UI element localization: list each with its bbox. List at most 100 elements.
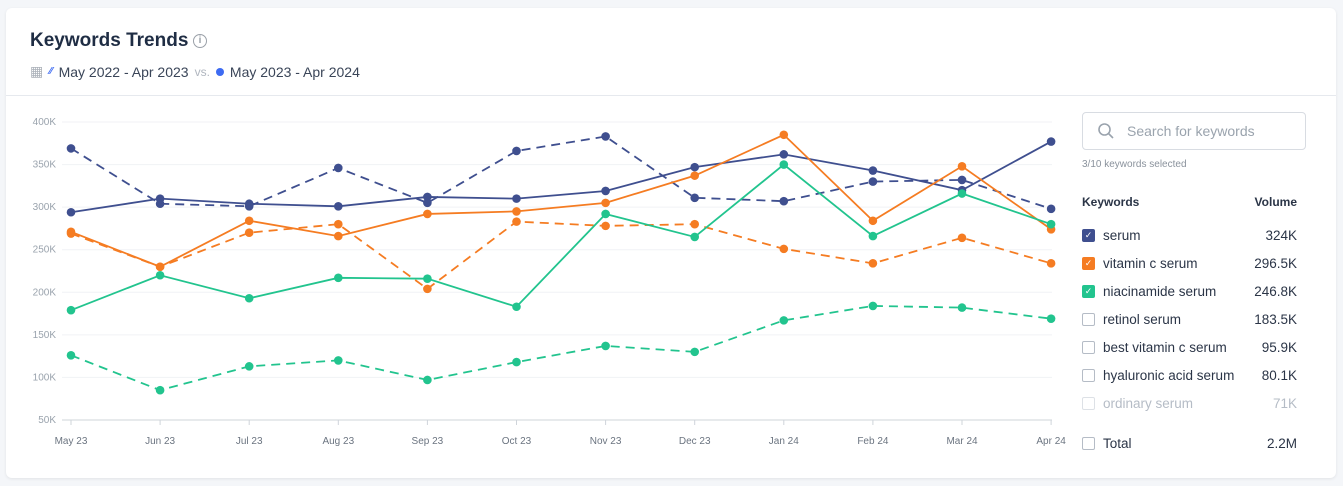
data-point[interactable] [868, 301, 878, 311]
x-tick-label: Dec 23 [679, 436, 711, 447]
checkbox[interactable]: ✓ [1082, 285, 1095, 298]
data-point[interactable] [868, 166, 878, 175]
keyword-label: retinol serum [1103, 312, 1182, 327]
checkbox[interactable]: ✓ [1082, 257, 1095, 270]
data-point[interactable] [868, 177, 878, 186]
data-point[interactable] [690, 347, 699, 357]
keyword-row[interactable]: ✓ serum 324K [1082, 228, 1297, 243]
data-point[interactable] [512, 302, 521, 312]
data-point[interactable] [1046, 137, 1056, 146]
data-point[interactable] [423, 375, 432, 385]
data-point[interactable] [957, 161, 967, 171]
data-point[interactable] [244, 362, 254, 371]
data-point[interactable] [1046, 259, 1056, 268]
data-point[interactable] [512, 357, 521, 367]
data-point[interactable] [601, 198, 610, 208]
data-point[interactable] [690, 193, 699, 203]
data-point[interactable] [601, 186, 610, 196]
keyword-label: ordinary serum [1103, 396, 1194, 411]
data-point[interactable] [1046, 219, 1056, 229]
keyword-row[interactable]: ✓ niacinamide serum 246.8K [1082, 284, 1297, 299]
data-point[interactable] [690, 162, 699, 172]
data-point[interactable] [155, 385, 165, 395]
data-point[interactable] [66, 350, 76, 360]
data-point[interactable] [690, 171, 699, 180]
data-point[interactable] [957, 303, 967, 312]
data-point[interactable] [66, 305, 76, 315]
checkbox[interactable] [1082, 313, 1095, 326]
keyword-search[interactable] [1082, 112, 1306, 150]
data-point[interactable] [66, 229, 76, 238]
data-point[interactable] [779, 244, 789, 254]
checkbox[interactable] [1082, 437, 1095, 450]
data-point[interactable] [779, 160, 789, 169]
data-point[interactable] [690, 232, 699, 242]
data-point[interactable] [423, 192, 432, 202]
keyword-row[interactable]: best vitamin c serum 95.9K [1082, 340, 1297, 355]
data-point[interactable] [244, 216, 254, 226]
data-point[interactable] [512, 146, 521, 156]
data-point[interactable] [155, 262, 165, 272]
data-point[interactable] [779, 130, 789, 140]
x-tick-label: Oct 23 [502, 436, 532, 447]
checkbox[interactable] [1082, 341, 1095, 354]
data-point[interactable] [334, 163, 343, 173]
data-point[interactable] [423, 198, 432, 208]
data-point[interactable] [155, 270, 165, 280]
data-point[interactable] [334, 219, 343, 229]
info-icon[interactable]: i [193, 34, 207, 48]
data-point[interactable] [155, 199, 165, 209]
series-line [70, 135, 1052, 210]
keyword-row[interactable]: ordinary serum 71K [1082, 396, 1297, 411]
data-point[interactable] [868, 259, 878, 268]
data-point[interactable] [1046, 314, 1056, 323]
checkbox[interactable] [1082, 397, 1095, 410]
data-point[interactable] [512, 207, 521, 216]
data-point[interactable] [779, 316, 789, 325]
calendar-icon[interactable]: ▦ [30, 63, 44, 79]
search-icon [1098, 123, 1114, 139]
data-point[interactable] [868, 231, 878, 241]
data-point[interactable] [601, 132, 610, 141]
data-point[interactable] [957, 175, 967, 185]
data-point[interactable] [868, 216, 878, 226]
data-point[interactable] [1046, 204, 1056, 214]
data-point[interactable] [601, 209, 610, 219]
keyword-row[interactable]: ✓ vitamin c serum 296.5K [1082, 256, 1297, 271]
data-point[interactable] [779, 196, 789, 206]
data-point[interactable] [957, 189, 967, 198]
y-tick-label: 50K [38, 415, 56, 426]
series-serum-dashed [66, 132, 1056, 214]
series-niacinamide-serum-solid [66, 160, 1056, 315]
list-header: Keywords Volume [1082, 195, 1297, 209]
data-point[interactable] [244, 228, 254, 237]
data-point[interactable] [334, 231, 343, 241]
data-point[interactable] [601, 221, 610, 231]
data-point[interactable] [423, 209, 432, 219]
data-point[interactable] [66, 207, 76, 217]
data-point[interactable] [334, 356, 343, 365]
data-point[interactable] [334, 201, 343, 211]
keyword-row[interactable]: retinol serum 183.5K [1082, 312, 1297, 327]
checkbox[interactable]: ✓ [1082, 229, 1095, 242]
data-point[interactable] [334, 273, 343, 283]
data-point[interactable] [423, 274, 432, 283]
vs-label: vs. [194, 64, 210, 79]
checkbox[interactable] [1082, 369, 1095, 382]
data-point[interactable] [244, 293, 254, 303]
data-point[interactable] [779, 150, 789, 159]
column-keywords: Keywords [1082, 195, 1140, 209]
keyword-row[interactable]: Total 2.2M [1082, 436, 1297, 451]
x-tick-label: Jul 23 [236, 436, 263, 447]
keyword-row[interactable]: hyaluronic acid serum 80.1K [1082, 368, 1297, 383]
data-point[interactable] [957, 233, 967, 243]
data-point[interactable] [690, 219, 699, 229]
data-point[interactable] [244, 201, 254, 211]
data-point[interactable] [512, 217, 521, 226]
data-point[interactable] [512, 194, 521, 203]
data-point[interactable] [423, 284, 432, 294]
search-input[interactable] [1125, 122, 1299, 140]
x-tick-label: May 23 [55, 436, 88, 447]
data-point[interactable] [601, 341, 610, 351]
data-point[interactable] [66, 144, 76, 153]
